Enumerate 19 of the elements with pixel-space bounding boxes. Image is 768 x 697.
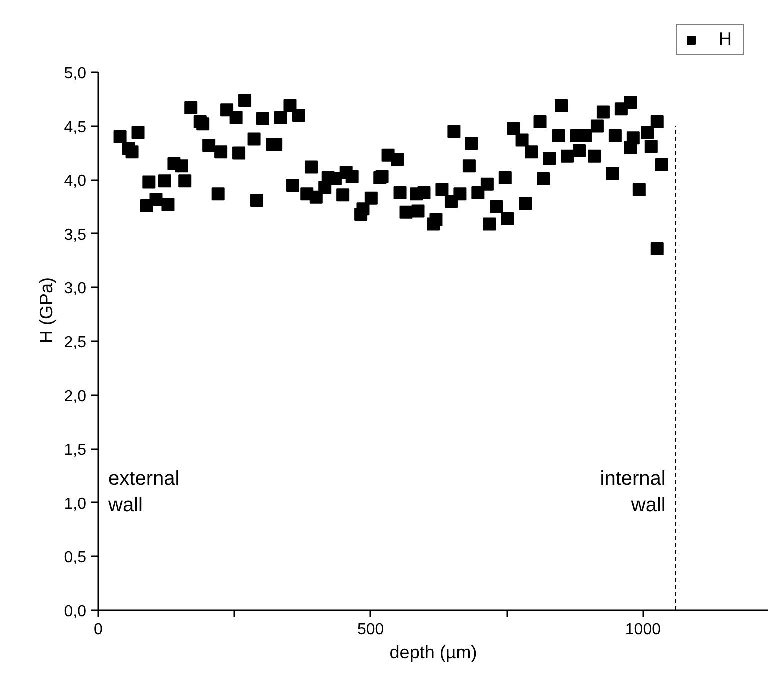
x-tick-label: 500 [358, 622, 384, 638]
y-tick-label: 0,0 [64, 604, 87, 620]
x-tick-label: 1000 [625, 622, 662, 638]
y-tick-label: 1,0 [64, 496, 87, 513]
annotation: external wall [108, 468, 180, 516]
y-tick-label: 2,0 [64, 388, 87, 406]
y-tick-label: 4,0 [64, 173, 87, 190]
y-tick-label: 0,5 [64, 550, 87, 567]
y-tick-label: 3,0 [64, 280, 87, 298]
y-tick-label: 1,5 [64, 442, 87, 460]
y-tick-label: 4,5 [64, 119, 87, 136]
x-tick-label: 0 [94, 622, 104, 638]
y-axis-title: H (GPa) [36, 277, 56, 344]
y-tick-label: 2,5 [64, 334, 87, 352]
legend-label: H [719, 29, 733, 50]
y-tick-label: 5,0 [64, 66, 87, 82]
y-tick-label: 3,5 [64, 226, 87, 244]
x-axis-title: depth (µm) [390, 642, 478, 662]
annotation: internal wall [600, 468, 666, 516]
